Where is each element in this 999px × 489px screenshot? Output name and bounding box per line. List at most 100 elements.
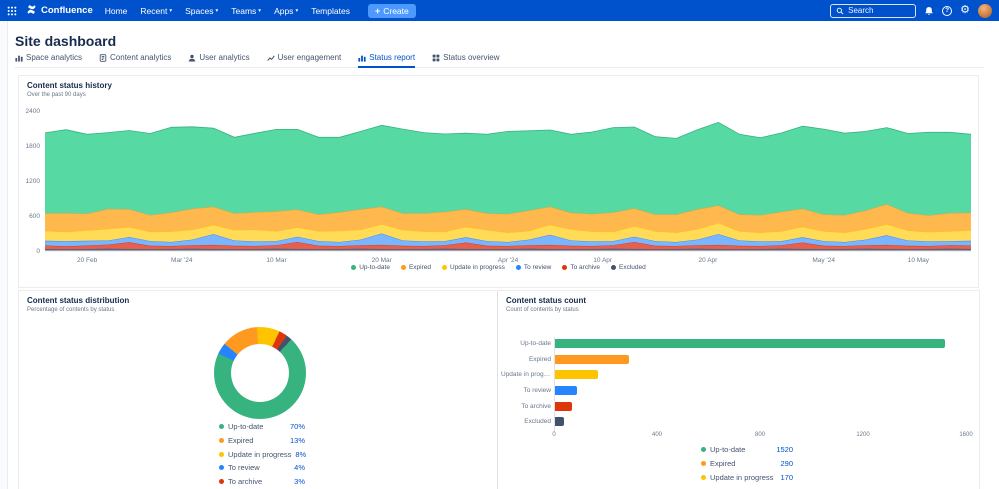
settings-gear-icon[interactable]: ⚙ xyxy=(960,5,970,16)
legend-label: Update in progress xyxy=(228,450,291,459)
tab-user-analytics[interactable]: User analytics xyxy=(188,53,249,68)
legend-count: 290 xyxy=(780,459,793,468)
tab-status-overview[interactable]: Status overview xyxy=(432,53,499,68)
create-button[interactable]: + Create xyxy=(368,4,416,18)
bar-track xyxy=(554,417,966,426)
legend-label: Excluded xyxy=(619,264,646,271)
legend-dot xyxy=(701,475,706,480)
x-tick-label: Mar '24 xyxy=(171,257,193,264)
legend-item-to-archive: To archive xyxy=(562,264,600,271)
help-icon[interactable]: ? xyxy=(942,6,952,16)
nav-left-cluster: Confluence HomeRecent▾Spaces▾Teams▾Apps▾… xyxy=(7,4,416,18)
search-icon xyxy=(836,2,844,20)
chevron-down-icon: ▾ xyxy=(215,8,218,14)
history-chart: 060012001800240020 FebMar '2410 Mar20 Ma… xyxy=(19,102,978,272)
chevron-down-icon: ▾ xyxy=(169,8,172,14)
tab-label: Content analytics xyxy=(110,53,171,62)
tab-label: Status overview xyxy=(443,53,499,62)
tab-label: User engagement xyxy=(278,53,342,62)
user-analytics-icon xyxy=(188,54,196,62)
left-rail xyxy=(0,21,8,489)
legend-dot xyxy=(516,265,521,270)
distribution-panel: Content status distribution Percentage o… xyxy=(18,290,496,489)
nav-item-label: Spaces xyxy=(185,6,213,16)
tab-space-analytics[interactable]: Space analytics xyxy=(15,53,82,68)
count-axis-line xyxy=(554,337,555,432)
search-input[interactable] xyxy=(848,6,910,15)
nav-item-templates[interactable]: Templates xyxy=(311,6,350,16)
count-row-excluded: Excluded xyxy=(498,414,979,430)
nav-item-home[interactable]: Home xyxy=(105,6,128,16)
legend-label: Update in progress xyxy=(710,473,776,482)
x-tick-label: May '24 xyxy=(812,257,835,264)
product-name: Confluence xyxy=(41,5,93,16)
legend-label: To review xyxy=(524,264,551,271)
x-tick-label: 400 xyxy=(652,432,662,438)
distribution-donut-chart xyxy=(214,327,306,419)
distribution-legend-row-expired: Expired13% xyxy=(219,434,305,448)
count-row-to-review: To review xyxy=(498,383,979,399)
content-analytics-icon xyxy=(99,54,107,62)
x-tick-label: 10 Mar xyxy=(266,257,287,264)
app-switcher-icon[interactable] xyxy=(7,6,17,16)
category-label: Update in progress xyxy=(501,371,551,378)
bar-track xyxy=(554,402,966,411)
chevron-down-icon: ▾ xyxy=(295,8,298,14)
user-avatar[interactable] xyxy=(978,4,992,18)
count-legend-row-up-to-date: Up-to-date1520 xyxy=(701,443,793,457)
confluence-logo-icon xyxy=(26,4,37,18)
donut-hole xyxy=(231,344,289,402)
legend-percentage: 13% xyxy=(290,436,305,445)
legend-dot xyxy=(351,265,356,270)
count-header: Content status count Count of contents b… xyxy=(498,291,979,313)
x-tick-label: 10 May xyxy=(908,257,930,264)
count-row-up-to-date: Up-to-date xyxy=(498,336,979,352)
history-subtitle: Over the past 90 days xyxy=(27,92,978,98)
y-tick-label: 600 xyxy=(29,213,40,220)
history-header: Content status history Over the past 90 … xyxy=(19,76,978,98)
legend-dot xyxy=(611,265,616,270)
legend-dot xyxy=(401,265,406,270)
y-tick-label: 1200 xyxy=(26,178,41,185)
legend-item-up-to-date: Up-to-date xyxy=(351,264,390,271)
tab-content-analytics[interactable]: Content analytics xyxy=(99,53,171,68)
legend-label: Up-to-date xyxy=(228,422,286,431)
nav-item-spaces[interactable]: Spaces▾ xyxy=(185,6,218,16)
bar-excluded xyxy=(554,417,564,426)
bar-track xyxy=(554,370,966,379)
category-label: Expired xyxy=(501,356,551,363)
tab-label: Status report xyxy=(369,53,415,62)
legend-percentage: 70% xyxy=(290,422,305,431)
status-overview-icon xyxy=(432,54,440,62)
y-tick-label: 1800 xyxy=(26,143,41,150)
legend-percentage: 3% xyxy=(294,477,305,486)
count-title: Content status count xyxy=(506,296,979,305)
bar-expired xyxy=(554,355,629,364)
bar-to-archive xyxy=(554,402,572,411)
distribution-legend: Up-to-date 70% Expired13% Update in progres… xyxy=(219,420,305,489)
legend-percentage: 8% xyxy=(295,450,306,459)
notifications-bell-icon[interactable] xyxy=(924,6,934,16)
count-row-update-in-progress: Update in progress xyxy=(498,367,979,383)
search-box[interactable] xyxy=(830,4,916,18)
legend-dot xyxy=(442,265,447,270)
nav-right-cluster: ? ⚙ xyxy=(830,4,992,18)
count-legend-row-update-in-progress: Update in progress170 xyxy=(701,470,793,484)
user-engagement-icon xyxy=(267,54,275,62)
count-legend-row-expired: Expired290 xyxy=(701,457,793,471)
nav-item-teams[interactable]: Teams▾ xyxy=(231,6,261,16)
bar-track xyxy=(554,355,966,364)
x-tick-label: 800 xyxy=(755,432,765,438)
bar-up-to-date xyxy=(554,339,945,348)
nav-item-recent[interactable]: Recent▾ xyxy=(140,6,172,16)
nav-item-apps[interactable]: Apps▾ xyxy=(274,6,298,16)
tab-status-report[interactable]: Status report xyxy=(358,53,415,68)
category-label: To review xyxy=(501,387,551,394)
legend-dot xyxy=(562,265,567,270)
confluence-logo[interactable]: Confluence xyxy=(26,4,93,18)
legend-dot xyxy=(701,461,706,466)
tab-user-engagement[interactable]: User engagement xyxy=(267,53,342,68)
count-row-to-archive: To archive xyxy=(498,398,979,414)
legend-dot xyxy=(219,465,224,470)
area-up-to-date xyxy=(45,122,971,215)
